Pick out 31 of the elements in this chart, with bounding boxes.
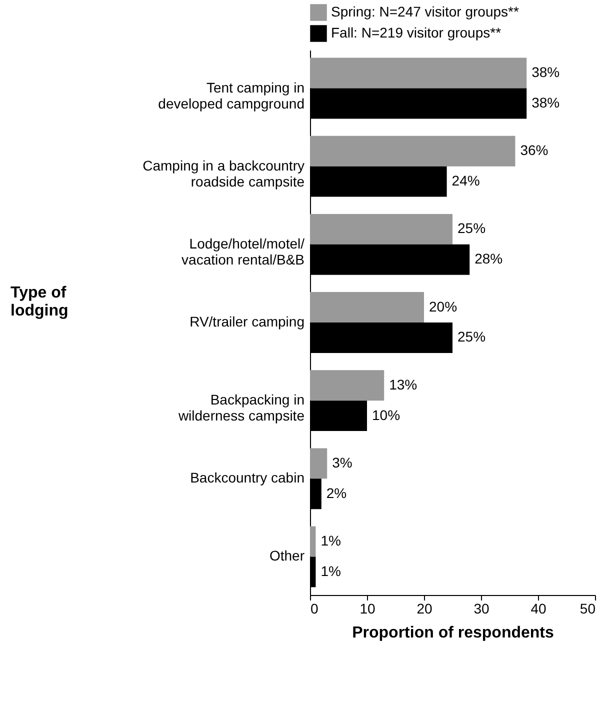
legend-label: Spring: N=247 visitor groups** [331,4,520,20]
y-tick-label: Tent camping in developed campground [158,79,304,112]
data-label: 38% [532,64,560,80]
y-tick-label: Backcountry cabin [190,470,304,486]
data-label: 36% [520,142,548,158]
data-label: 3% [332,454,352,470]
x-tick-label: 50 [580,600,596,616]
x-tick-label: 40 [530,600,546,616]
x-tick-label: 10 [360,600,376,616]
x-tick-label: 30 [474,600,490,616]
data-label: 1% [320,532,341,549]
y-tick-label: Camping in a backcountry roadside campsite [142,157,305,190]
x-tick-label: 0 [310,600,318,616]
data-label: 25% [458,328,486,345]
data-label: 10% [372,406,400,423]
y-tick-label: RV/trailer camping [190,314,304,330]
data-label: 2% [326,484,347,501]
x-tick-label: 20 [416,600,432,616]
y-tick-label: Other [269,548,305,564]
data-label: 38% [532,94,560,110]
data-label: 28% [474,250,503,267]
y-tick-label: Lodge/hotel/motel/vacation rental/B&B [182,235,305,268]
data-label: 20% [429,298,458,314]
x-axis-title: Proportion of respondents [352,624,554,642]
data-label: 24% [452,172,480,189]
data-label: 1% [320,562,341,579]
data-label: 25% [458,220,486,236]
y-tick-label: Backpacking in wilderness campsite [177,392,305,424]
legend-label: Fall: N=219 visitor groups** [331,24,502,40]
data-label: 13% [389,376,418,392]
y-axis-title: Type of lodging [10,284,68,320]
